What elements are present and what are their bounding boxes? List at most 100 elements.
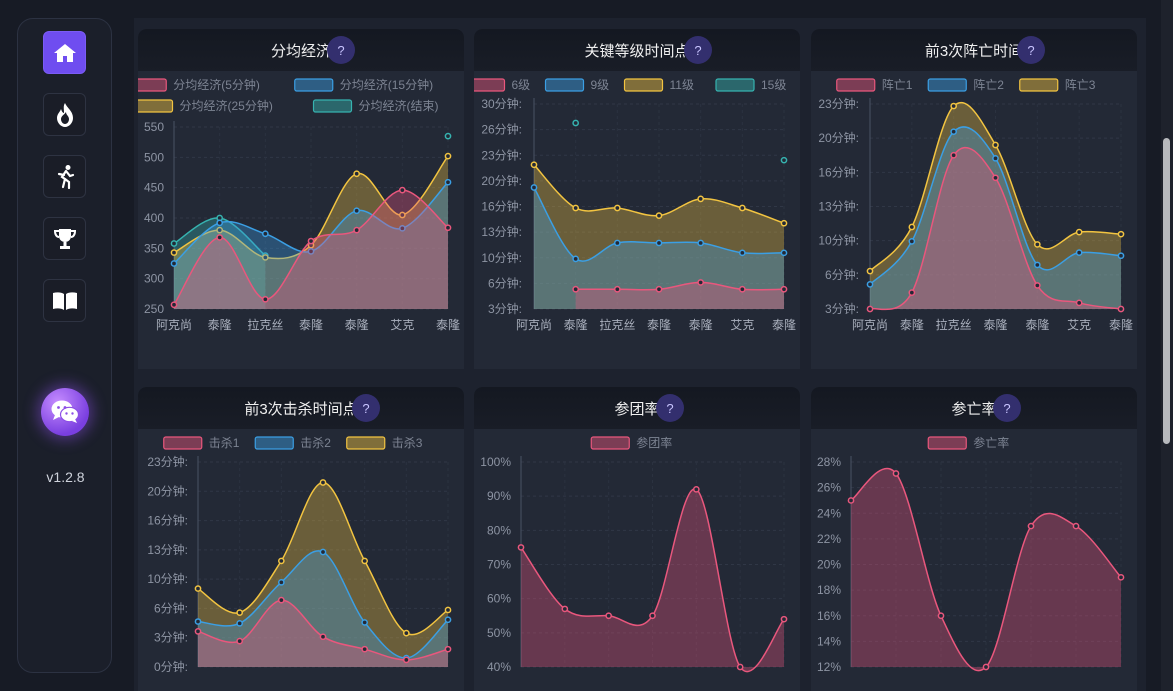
nav-trophy-button[interactable]: [43, 217, 86, 260]
y-tick-label: 80%: [487, 523, 511, 537]
data-point: [444, 178, 452, 186]
nav-guide-button[interactable]: [43, 279, 86, 322]
y-tick-label: 300: [144, 272, 164, 286]
x-tick-label: 阿克尚: [852, 318, 888, 332]
data-point: [780, 615, 788, 623]
legend-swatch: [927, 78, 967, 92]
series-area: [575, 282, 784, 309]
data-point: [908, 289, 916, 296]
y-tick-label: 23分钟:: [818, 96, 859, 111]
data-point: [572, 285, 580, 293]
data-point: [236, 609, 244, 616]
data-point: [738, 204, 746, 212]
y-tick-label: 23分钟:: [481, 147, 522, 162]
y-tick-label: 26%: [817, 481, 841, 495]
data-point: [261, 254, 269, 261]
y-tick-label: 50%: [487, 626, 511, 640]
first3-deaths-chart: 23分钟:20分钟:16分钟:13分钟:10分钟:6分钟:3分钟:阿克尚 泰隆 拉克…: [818, 78, 1133, 332]
data-point: [572, 255, 580, 263]
data-point: [530, 184, 538, 191]
y-tick-label: 350: [144, 241, 164, 255]
legend-label: 击杀2: [300, 435, 331, 450]
y-tick-label: 30分钟:: [481, 96, 522, 111]
legend-label: 参亡率: [973, 435, 1009, 450]
legend-swatch: [544, 78, 585, 92]
data-point: [950, 151, 958, 159]
data-point: [950, 128, 958, 136]
x-tick-label: 阿克尚: [156, 318, 192, 332]
x-tick-label: 泰隆: [772, 317, 796, 332]
data-point: [170, 260, 178, 267]
x-tick-label: 泰隆: [345, 317, 369, 332]
panel-title: 关键等级时间点: [584, 42, 690, 60]
series-area: [174, 190, 448, 309]
y-tick-label: 70%: [487, 558, 511, 572]
legend-label: 阵亡3: [1065, 78, 1096, 92]
help-icon[interactable]: ?: [684, 36, 712, 64]
fire-icon: [56, 102, 73, 127]
data-point: [561, 605, 569, 613]
help-icon[interactable]: ?: [993, 394, 1021, 422]
wechat-button[interactable]: [41, 388, 89, 436]
x-tick-label: 艾克: [1067, 318, 1091, 332]
legend-label: 6级: [512, 78, 531, 92]
legend-swatch: [474, 78, 506, 92]
y-tick-label: 26分钟:: [481, 122, 522, 137]
legend-label: 分均经济(15分钟): [340, 77, 433, 92]
nav-hot-button[interactable]: [43, 93, 86, 136]
y-tick-label: 3分钟:: [154, 630, 188, 645]
x-tick-label: 泰隆: [689, 317, 713, 332]
y-tick-label: 10分钟:: [147, 571, 188, 586]
data-point: [444, 152, 452, 160]
nav-player-button[interactable]: [43, 155, 86, 198]
data-point: [444, 606, 452, 614]
panel-header: 前3次击杀时间点 ?: [138, 387, 464, 429]
panel-header: 前3次阵亡时间 ?: [811, 29, 1137, 71]
y-tick-label: 10分钟:: [481, 250, 522, 265]
data-point: [655, 212, 663, 219]
page-scrollbar[interactable]: [1161, 0, 1173, 691]
legend-label: 分均经济(25分钟): [180, 98, 273, 113]
data-point: [402, 656, 410, 664]
help-icon[interactable]: ?: [656, 394, 684, 422]
data-point: [738, 285, 746, 293]
runner-icon: [57, 164, 74, 189]
y-tick-label: 16分钟:: [147, 513, 188, 528]
legend-swatch: [254, 436, 294, 450]
y-tick-label: 6分钟:: [825, 267, 859, 282]
x-tick-label: 泰隆: [1025, 317, 1049, 332]
help-icon[interactable]: ?: [1017, 36, 1045, 64]
help-icon[interactable]: ?: [327, 36, 355, 64]
data-point: [1117, 252, 1125, 260]
x-tick-label: 泰隆: [900, 317, 924, 332]
data-point: [517, 544, 525, 551]
y-tick-label: 10分钟:: [818, 233, 859, 248]
nav-home-button[interactable]: [43, 31, 86, 74]
data-point: [353, 207, 361, 215]
series-area: [534, 164, 784, 309]
y-tick-label: 24%: [817, 506, 841, 520]
data-point: [908, 223, 916, 231]
x-tick-label: 泰隆: [1109, 317, 1133, 332]
y-tick-label: 23分钟:: [147, 454, 188, 469]
help-icon[interactable]: ?: [352, 394, 380, 422]
series-area: [521, 488, 784, 672]
data-point: [780, 219, 788, 227]
panel-header: 参亡率 ?: [811, 387, 1137, 429]
data-point: [982, 663, 990, 671]
y-tick-label: 20分钟:: [147, 483, 188, 498]
legend-label: 11级: [670, 78, 694, 92]
scrollbar-thumb[interactable]: [1163, 138, 1170, 444]
data-point: [780, 249, 788, 257]
legend-swatch: [138, 99, 174, 113]
data-point: [697, 239, 705, 247]
data-point: [444, 224, 452, 232]
panel-header: 参团率 ?: [474, 387, 800, 429]
x-tick-label: 泰隆: [983, 317, 1007, 332]
y-tick-label: 6分钟:: [488, 275, 522, 290]
data-point: [866, 267, 874, 275]
panel-title: 分均经济: [270, 42, 331, 60]
data-point: [361, 645, 369, 653]
x-tick-label: 泰隆: [564, 317, 588, 332]
data-point: [1075, 228, 1083, 236]
